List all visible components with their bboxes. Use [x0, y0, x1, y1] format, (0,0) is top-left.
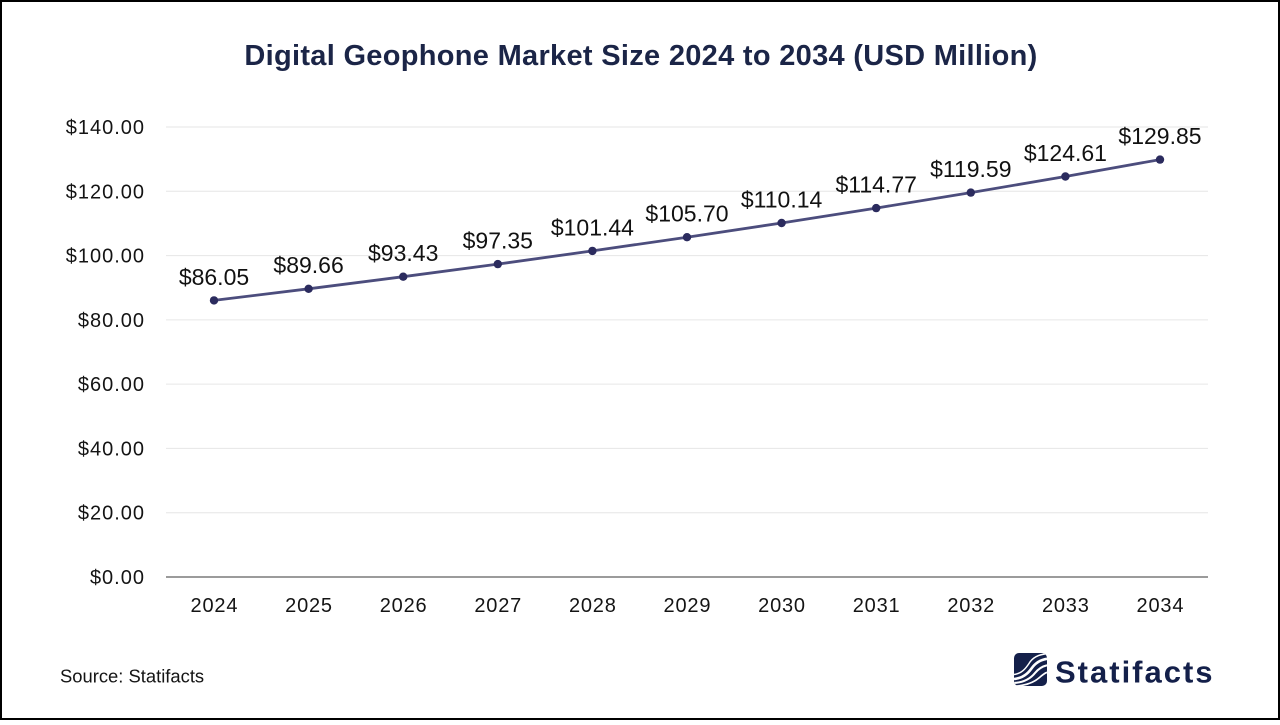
svg-text:$97.35: $97.35	[463, 228, 533, 254]
svg-text:$93.43: $93.43	[368, 240, 438, 266]
svg-text:Digital Geophone Market Size 2: Digital Geophone Market Size 2024 to 203…	[244, 40, 1037, 72]
svg-text:$120.00: $120.00	[66, 181, 145, 203]
svg-text:Statifacts: Statifacts	[1055, 655, 1215, 690]
svg-text:$86.05: $86.05	[179, 264, 249, 290]
svg-text:$140.00: $140.00	[66, 117, 145, 139]
svg-text:$40.00: $40.00	[78, 438, 145, 460]
svg-text:$114.77: $114.77	[835, 172, 916, 198]
svg-text:$101.44: $101.44	[551, 214, 634, 240]
svg-text:$110.14: $110.14	[741, 186, 823, 212]
svg-text:2030: 2030	[758, 595, 806, 617]
svg-text:$60.00: $60.00	[78, 374, 145, 396]
svg-text:$89.66: $89.66	[273, 252, 343, 278]
svg-text:2024: 2024	[191, 595, 239, 617]
svg-text:$0.00: $0.00	[90, 567, 145, 589]
svg-text:$20.00: $20.00	[78, 503, 145, 525]
svg-text:2034: 2034	[1137, 595, 1185, 617]
svg-text:2032: 2032	[947, 595, 995, 617]
svg-text:2033: 2033	[1042, 595, 1090, 617]
svg-text:$100.00: $100.00	[66, 246, 145, 268]
svg-text:2029: 2029	[664, 595, 712, 617]
svg-text:2028: 2028	[569, 595, 617, 617]
svg-text:2027: 2027	[474, 595, 522, 617]
svg-text:$80.00: $80.00	[78, 310, 145, 332]
svg-text:2025: 2025	[285, 595, 333, 617]
svg-text:$124.61: $124.61	[1024, 140, 1107, 166]
svg-text:2031: 2031	[853, 595, 901, 617]
svg-text:Source: Statifacts: Source: Statifacts	[60, 666, 204, 687]
svg-text:2026: 2026	[380, 595, 428, 617]
svg-text:$129.85: $129.85	[1118, 123, 1201, 149]
svg-text:$119.59: $119.59	[930, 156, 1011, 182]
svg-text:$105.70: $105.70	[645, 201, 728, 227]
